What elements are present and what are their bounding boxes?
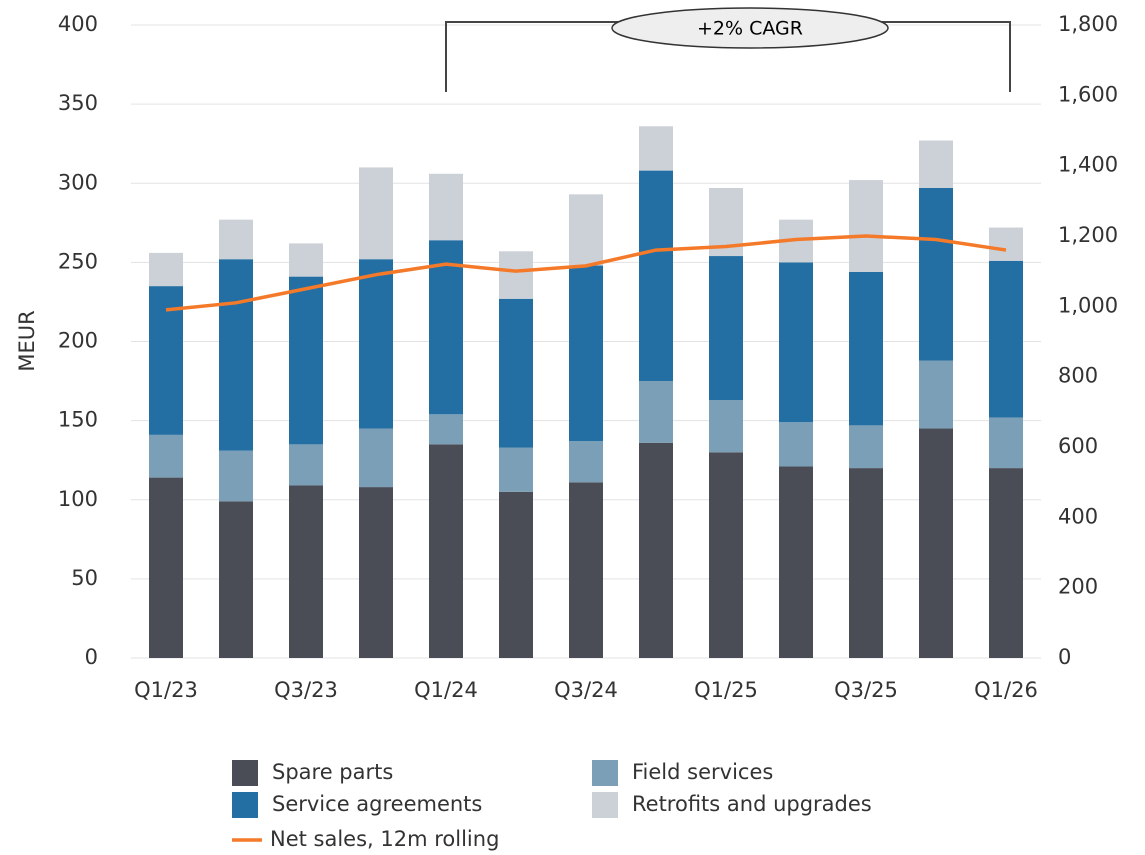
bar-segment — [499, 447, 533, 492]
bar-segment — [849, 468, 883, 658]
bar-segment — [709, 400, 743, 453]
bar-segment — [709, 256, 743, 401]
bar-segment — [429, 414, 463, 445]
y2-tick-label: 1,600 — [1058, 82, 1118, 106]
bar-segment — [289, 276, 323, 445]
y-tick-label: 300 — [58, 170, 98, 194]
legend-label: Field services — [632, 760, 773, 784]
bar-segment — [429, 444, 463, 658]
bar-segment — [149, 286, 183, 435]
bar-segment — [919, 360, 953, 429]
line — [165, 234, 1007, 312]
legend-swatch — [592, 792, 618, 818]
y-tick-label: 400 — [58, 12, 98, 36]
legend-label: Net sales, 12m rolling — [270, 827, 499, 851]
annotation-bubble — [611, 7, 889, 49]
y-tick-label: 250 — [58, 249, 98, 273]
legend-label: Retrofits and upgrades — [632, 792, 872, 816]
bar-segment — [149, 434, 183, 478]
legend-swatch — [592, 760, 618, 786]
legend-label: Spare parts — [272, 760, 393, 784]
bar-segment — [569, 194, 603, 266]
x-tick-label: Q1/24 — [414, 678, 478, 702]
y-tick-label: 350 — [58, 91, 98, 115]
bar-segment — [359, 428, 393, 488]
bar-segment — [429, 173, 463, 241]
bar-segment — [219, 450, 253, 502]
bar-segment — [289, 485, 323, 658]
legend-label: Service agreements — [272, 792, 482, 816]
bar-segment — [779, 466, 813, 658]
bar-segment — [569, 265, 603, 442]
bar-segment — [219, 219, 253, 260]
bar-segment — [639, 442, 673, 658]
y2-tick-label: 0 — [1058, 645, 1071, 669]
y2-tick-label: 1,000 — [1058, 293, 1118, 317]
y-tick-label: 100 — [58, 487, 98, 511]
bar-segment — [989, 417, 1023, 469]
bar-segment — [359, 487, 393, 658]
bar-segment — [989, 468, 1023, 658]
bar-segment — [779, 422, 813, 467]
bar-segment — [639, 381, 673, 443]
bar-segment — [639, 126, 673, 171]
y2-tick-label: 800 — [1058, 364, 1098, 388]
bar-segment — [289, 444, 323, 486]
y-tick-label: 200 — [58, 329, 98, 353]
x-tick-label: Q3/23 — [274, 678, 338, 702]
legend-swatch — [232, 760, 258, 786]
bar-segment — [989, 227, 1023, 261]
annotation: +2% CAGR — [697, 18, 803, 40]
x-tick-label: Q1/23 — [134, 678, 198, 702]
legend-swatch — [232, 792, 258, 818]
bar-segment — [919, 187, 953, 361]
y2-tick-label: 400 — [1058, 504, 1098, 528]
bar-segment — [219, 501, 253, 658]
y2-tick-label: 1,800 — [1058, 12, 1118, 36]
y2-tick-label: 1,200 — [1058, 223, 1118, 247]
bar-segment — [639, 170, 673, 382]
y-axis-label: MEUR — [15, 310, 39, 371]
bar-segment — [989, 260, 1023, 418]
bar-segment — [429, 240, 463, 415]
bar-segment — [569, 482, 603, 658]
bar-segment — [219, 259, 253, 451]
y-tick-label: 150 — [58, 408, 98, 432]
y2-tick-label: 200 — [1058, 575, 1098, 599]
bar-segment — [289, 243, 323, 277]
bar-segment — [849, 180, 883, 272]
bar-segment — [359, 259, 393, 429]
bar-segment — [919, 140, 953, 188]
bar-segment — [709, 452, 743, 658]
x-tick-label: Q3/25 — [834, 678, 898, 702]
bar-segment — [149, 477, 183, 658]
bar-segment — [499, 298, 533, 448]
bar-segment — [779, 262, 813, 423]
y-tick-label: 0 — [85, 645, 98, 669]
bar-segment — [499, 491, 533, 658]
bar-segment — [849, 271, 883, 426]
bar-segment — [849, 425, 883, 469]
x-tick-label: Q1/25 — [694, 678, 758, 702]
x-tick-label: Q1/26 — [974, 678, 1038, 702]
bar-segment — [919, 428, 953, 658]
bar-segment — [359, 167, 393, 260]
bar-segment — [149, 252, 183, 287]
y-tick-label: 50 — [71, 566, 98, 590]
y2-tick-label: 1,400 — [1058, 153, 1118, 177]
y2-tick-label: 600 — [1058, 434, 1098, 458]
bar-segment — [499, 251, 533, 299]
x-tick-label: Q3/24 — [554, 678, 618, 702]
bar-segment — [569, 441, 603, 483]
